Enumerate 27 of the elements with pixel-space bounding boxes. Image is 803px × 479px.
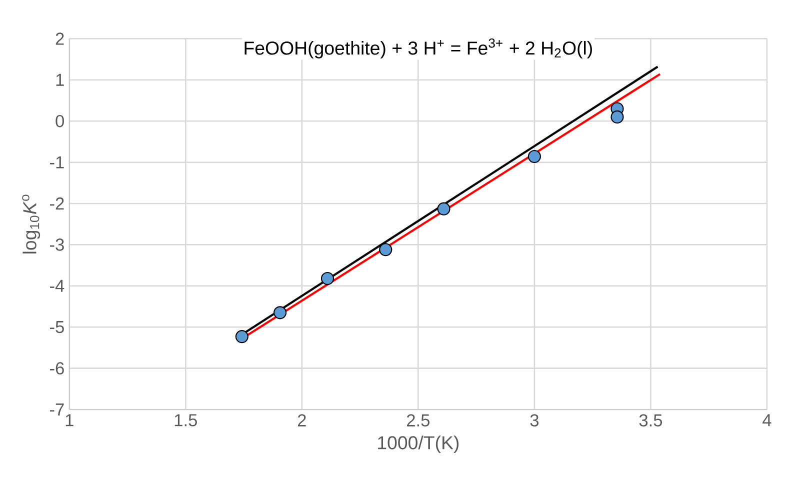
y-tick-label: -2: [50, 197, 64, 210]
y-tick-label: -5: [50, 321, 64, 334]
y-tick-label: -3: [50, 238, 64, 251]
y-tick-label: 2: [56, 32, 64, 45]
point: [610, 110, 624, 124]
y-tick-label: -6: [50, 362, 64, 374]
point: [379, 243, 392, 256]
x-tick-label: 2.5: [407, 414, 430, 427]
y-tick-label: 0: [56, 115, 64, 128]
point: [235, 330, 248, 344]
point: [437, 202, 450, 216]
x-tick-label: 3.5: [639, 414, 662, 427]
point: [528, 150, 541, 164]
x-tick-label: 1.5: [174, 414, 197, 426]
x-axis-title: 1000/T(K): [378, 436, 459, 454]
chart-title: FeOOH(goethite) + 3 H$^{+}$ = Fe$^{3+}$ + 2 H$_{2}$O(l): [244, 38, 592, 58]
x-tick-label: 2: [298, 414, 306, 426]
x-tick-label: 4: [762, 414, 772, 426]
y-tick-label: 1: [56, 74, 64, 86]
y-axis-title: log$_{10}$K$^{o}$: [22, 194, 40, 254]
y-tick-label: -7: [50, 404, 64, 416]
point: [274, 306, 287, 320]
y-tick-label: -4: [50, 280, 64, 292]
point: [320, 272, 334, 286]
y-tick-label: -1: [50, 156, 64, 168]
x-tick-label: 1: [66, 414, 74, 426]
x-tick-label: 3: [530, 414, 539, 427]
